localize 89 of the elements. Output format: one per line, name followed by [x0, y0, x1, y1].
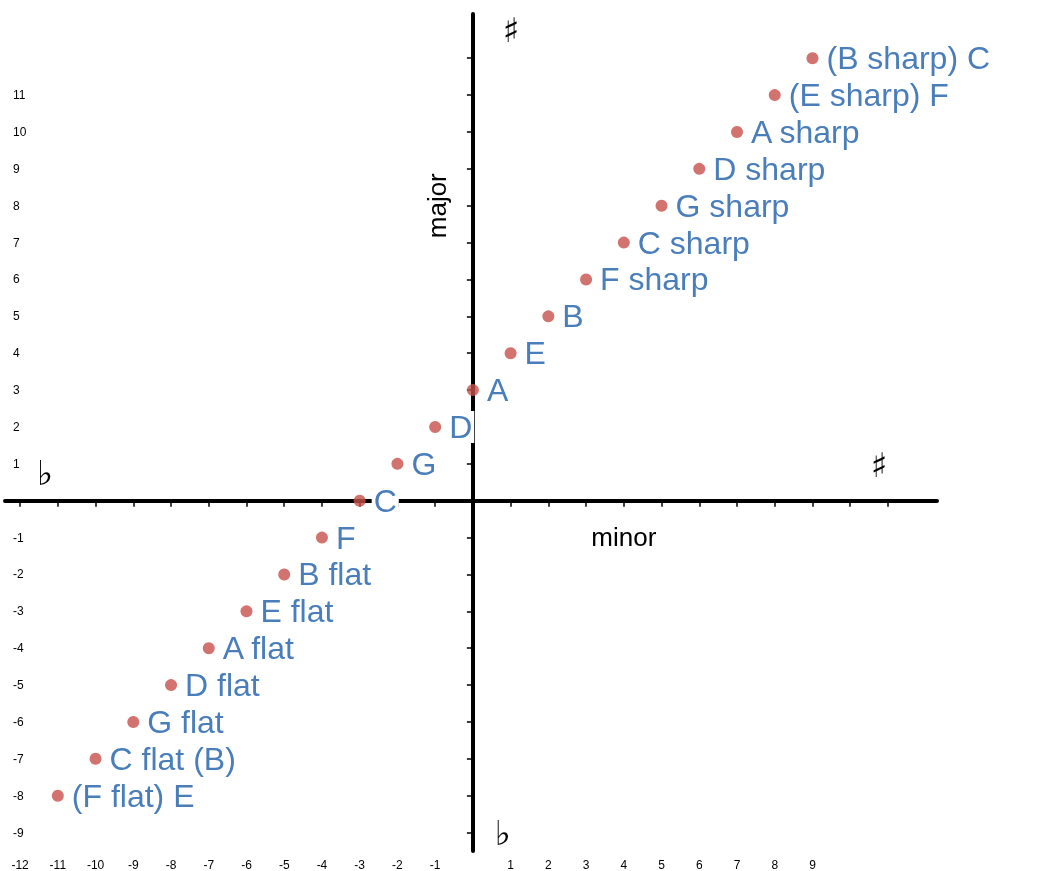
x-tick-label: -3: [354, 858, 366, 871]
y-tick-label: -8: [13, 788, 24, 803]
point: [51, 789, 64, 802]
point: [693, 162, 706, 175]
y-tick-label: 5: [13, 309, 20, 324]
y-tick-label: -9: [13, 825, 24, 840]
annotation: (B sharp) C: [826, 40, 991, 77]
annotation: ♭: [36, 452, 54, 493]
annotation: G sharp: [675, 187, 790, 224]
point: [165, 679, 178, 692]
annotation: D flat: [185, 667, 260, 704]
annotation: G flat: [147, 703, 224, 740]
y-tick-label: -3: [13, 604, 24, 619]
annotation: C sharp: [637, 224, 750, 261]
x-tick-label: -10: [86, 858, 105, 871]
y-tick-label: 9: [13, 161, 20, 176]
y-tick-label: 11: [13, 88, 26, 103]
x-tick-label: 2: [545, 858, 553, 871]
annotation: ♯: [870, 444, 888, 485]
point: [391, 457, 404, 470]
point: [429, 420, 442, 433]
annotation: A sharp: [751, 113, 860, 150]
annotation: ♯: [502, 10, 520, 50]
y-tick-label: -5: [13, 678, 24, 693]
x-tick-label: -12: [11, 858, 30, 871]
x-tick-label: -8: [165, 858, 177, 871]
x-tick-label: -1: [429, 858, 441, 871]
x-tick-label: -5: [278, 858, 290, 871]
y-tick-label: 7: [13, 235, 20, 250]
x-tick-label: -6: [241, 858, 253, 871]
point: [806, 52, 819, 65]
point: [731, 125, 744, 138]
point: [542, 310, 555, 323]
point: [89, 752, 102, 765]
x-tick-label: -4: [316, 858, 328, 871]
x-tick-label: -11: [49, 858, 67, 871]
y-tick-label: 2: [13, 419, 20, 434]
point: [504, 347, 517, 360]
annotation: (F flat) E: [71, 777, 195, 814]
y-tick-label: 1: [13, 456, 20, 471]
point: [240, 605, 253, 618]
point: [315, 531, 328, 544]
annotation: F: [335, 519, 356, 556]
y-tick-label: 10: [13, 124, 27, 139]
point: [127, 715, 140, 728]
y-tick-label: -7: [13, 751, 24, 766]
y-axis-title: major: [421, 172, 452, 239]
annotation: (E sharp) F: [788, 77, 949, 114]
annotation: C: [373, 482, 397, 519]
point: [655, 199, 668, 212]
x-tick-label: 4: [620, 858, 628, 871]
point: [202, 642, 215, 655]
annotation: D: [449, 408, 473, 445]
x-tick-label: 5: [658, 858, 666, 871]
x-tick-label: 6: [695, 858, 703, 871]
x-tick-label: 8: [771, 858, 779, 871]
annotation: E flat: [260, 593, 334, 630]
y-tick-label: 4: [13, 346, 20, 361]
y-tick-label: 8: [13, 198, 20, 213]
x-tick-label: -9: [127, 858, 139, 871]
y-tick-label: -2: [13, 567, 24, 582]
x-tick-label: 3: [582, 858, 590, 871]
y-tick-label: 3: [13, 383, 20, 398]
annotation: F sharp: [600, 261, 709, 298]
x-axis-title: minor: [591, 521, 657, 552]
y-tick-label: -4: [13, 641, 24, 656]
y-tick-label: -6: [13, 714, 24, 729]
x-tick-label: 7: [733, 858, 741, 871]
x-tick-label: -2: [392, 858, 404, 871]
annotation: ♭: [494, 813, 511, 853]
point: [580, 273, 593, 286]
annotation: C flat (B): [109, 740, 236, 777]
y-tick-label: -1: [13, 530, 24, 545]
annotation: D sharp: [713, 150, 826, 187]
annotation: A: [486, 372, 509, 409]
annotation: B flat: [298, 556, 372, 593]
annotation: E: [524, 335, 546, 372]
point: [466, 384, 479, 397]
annotation: G: [411, 445, 437, 482]
point: [353, 494, 366, 507]
x-tick-label: 1: [507, 858, 515, 871]
point: [768, 89, 781, 102]
annotation: A flat: [222, 630, 295, 667]
point: [278, 568, 291, 581]
y-tick-label: 6: [13, 272, 20, 287]
annotation: B: [562, 298, 584, 335]
x-tick-label: -7: [203, 858, 215, 871]
x-tick-label: 9: [809, 858, 817, 871]
point: [617, 236, 630, 249]
